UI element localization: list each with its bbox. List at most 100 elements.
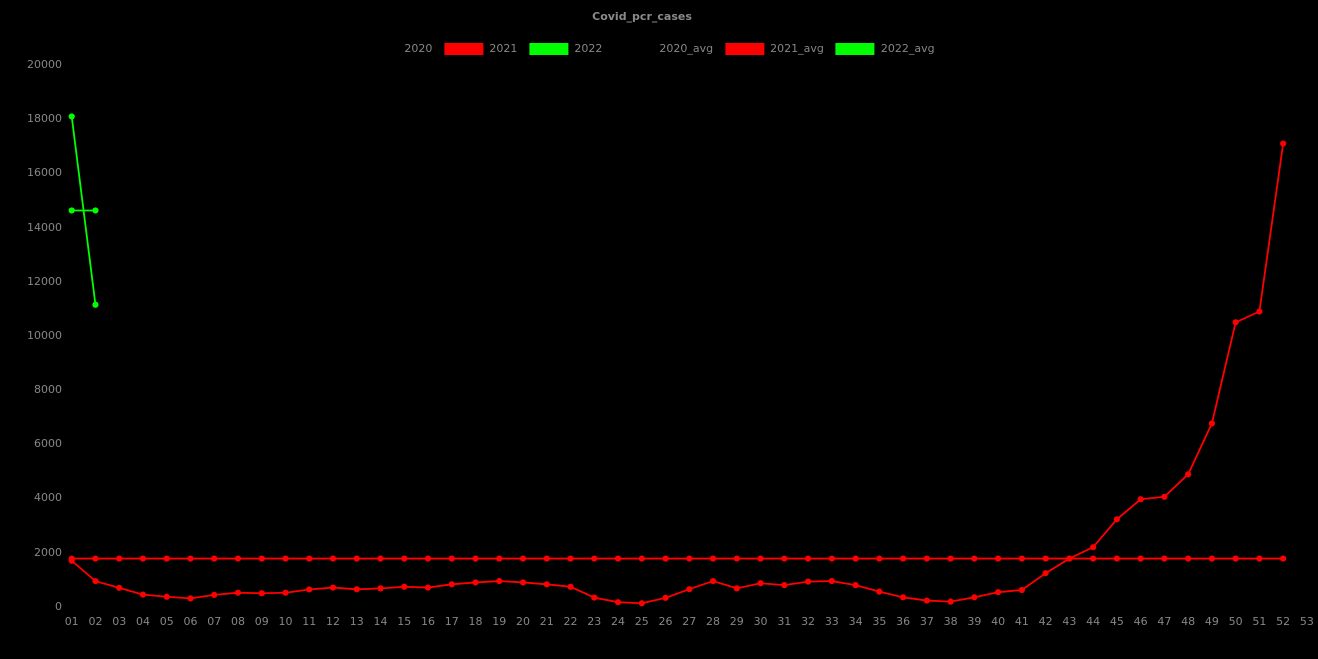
x-tick-label: 49: [1204, 615, 1219, 628]
x-tick-label: 05: [159, 615, 174, 628]
x-tick-label: 38: [943, 615, 958, 628]
x-tick-label: 16: [421, 615, 435, 628]
x-tick-label: 52: [1276, 615, 1291, 628]
data-point-2021: [234, 589, 242, 596]
x-tick-label: 42: [1038, 615, 1053, 628]
data-point-2021: [1137, 496, 1144, 503]
data-point-2021_avg: [1113, 555, 1120, 562]
data-point-2021_avg: [1042, 555, 1049, 562]
legend-label: 2020_avg: [659, 42, 714, 55]
x-tick-label: 50: [1228, 615, 1243, 628]
data-point-2021: [995, 589, 1002, 596]
data-point-2021_avg: [282, 555, 289, 562]
data-point-2021_avg: [591, 555, 598, 562]
data-point-2021_avg: [258, 555, 265, 562]
x-tick-label: 45: [1109, 615, 1124, 628]
x-tick-label: 06: [183, 615, 198, 628]
data-point-2021_avg: [804, 555, 812, 562]
data-point-2021_avg: [92, 555, 99, 562]
data-point-2022: [92, 301, 99, 308]
x-tick-label: 21: [539, 615, 554, 628]
legend-item-2020_avg: 2020_avg: [614, 42, 713, 55]
data-point-2021_avg: [1066, 555, 1073, 562]
data-point-2021: [211, 591, 218, 598]
data-point-2021: [353, 586, 360, 593]
data-point-2021: [1090, 544, 1097, 551]
series-2021: [68, 140, 1287, 607]
data-point-2021_avg: [662, 555, 669, 562]
data-point-2021: [828, 577, 835, 585]
data-point-2021_avg: [876, 555, 883, 562]
x-tick-label: 04: [135, 615, 150, 628]
data-point-2021_avg: [1137, 555, 1144, 562]
legend-item-2022_avg: 2022_avg: [835, 42, 935, 55]
x-tick-label: 40: [991, 615, 1006, 628]
data-point-2021: [258, 590, 265, 597]
data-point-2021_avg: [1090, 555, 1097, 562]
data-point-2021_avg: [424, 555, 432, 562]
data-point-2021: [496, 577, 503, 585]
y-tick-label: 20000: [27, 58, 62, 71]
legend: 2020 2021 2022 2020_avg 2021_avg 2022_avg: [359, 42, 946, 55]
data-point-2021_avg: [234, 555, 242, 562]
x-tick-label: 34: [848, 615, 863, 628]
legend-swatch-2022: [529, 42, 569, 55]
x-tick-label: 01: [64, 615, 79, 628]
x-tick-label: 17: [444, 615, 459, 628]
x-tick-label: 47: [1157, 615, 1172, 628]
x-tick-label: 39: [967, 615, 982, 628]
data-point-2022: [68, 113, 75, 120]
y-tick-label: 18000: [27, 112, 62, 126]
x-tick-label: 12: [325, 615, 340, 628]
data-point-2021: [947, 598, 954, 605]
x-tick-label: 14: [373, 615, 388, 628]
x-tick-label: 28: [706, 615, 721, 628]
data-point-2021: [448, 581, 455, 588]
data-point-2022_avg: [92, 207, 99, 214]
data-point-2021: [116, 584, 123, 591]
data-point-2021_avg: [971, 555, 978, 562]
data-point-2021_avg: [614, 555, 622, 562]
legend-item-2021_avg: 2021_avg: [725, 42, 824, 55]
data-point-2021: [567, 583, 574, 590]
data-point-2021_avg: [686, 555, 693, 562]
y-tick-label: 12000: [27, 274, 62, 288]
data-point-2021_avg: [377, 555, 384, 562]
y-tick-label: 14000: [27, 220, 62, 234]
x-tick-label: 30: [753, 615, 768, 628]
x-tick-label: 27: [682, 615, 697, 628]
y-tick-label: 8000: [34, 383, 62, 397]
x-tick-label: 13: [349, 615, 364, 628]
data-point-2021_avg: [1256, 555, 1263, 562]
data-point-2021: [163, 593, 170, 600]
data-point-2021: [876, 588, 883, 595]
data-point-2021_avg: [1208, 555, 1215, 562]
legend-swatch-2020_avg: [614, 42, 654, 55]
x-tick-label: 46: [1133, 615, 1148, 628]
data-point-2021: [401, 583, 408, 590]
data-point-2021: [923, 597, 930, 604]
data-point-2021_avg: [1161, 555, 1168, 562]
data-point-2021: [377, 585, 384, 592]
x-tick-label: 20: [516, 615, 531, 628]
legend-swatch-2021: [444, 42, 484, 55]
y-tick-label: 0: [55, 599, 62, 613]
x-tick-label: 02: [88, 615, 103, 628]
data-point-2021_avg: [1185, 555, 1192, 562]
data-point-2021: [733, 585, 740, 592]
legend-label: 2020: [404, 42, 433, 55]
data-point-2021: [781, 582, 788, 589]
data-point-2021: [1185, 471, 1192, 478]
data-point-2021: [899, 594, 907, 601]
legend-swatch-2021_avg: [725, 42, 765, 55]
data-point-2021: [662, 594, 669, 601]
x-tick-label: 23: [587, 615, 602, 628]
data-point-2021_avg: [211, 555, 218, 562]
x-tick-label: 22: [563, 615, 578, 628]
data-point-2021_avg: [472, 555, 479, 562]
legend-item-2020: 2020: [359, 42, 432, 55]
data-point-2021: [852, 582, 859, 589]
chart-title: Covid_pcr_cases: [592, 10, 692, 23]
x-tick-label: 36: [896, 615, 911, 628]
